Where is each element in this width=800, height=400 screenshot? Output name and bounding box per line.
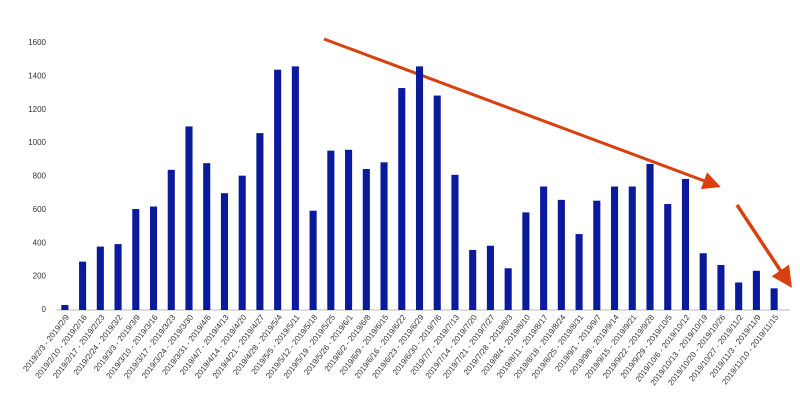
trend-arrows bbox=[323, 37, 792, 288]
y-tick-label: 1000 bbox=[28, 138, 46, 147]
y-tick-label: 1600 bbox=[28, 38, 46, 47]
bar bbox=[398, 88, 406, 311]
y-tick-label: 1200 bbox=[28, 105, 46, 114]
bar bbox=[220, 193, 228, 310]
bar bbox=[61, 304, 69, 310]
bar bbox=[132, 209, 140, 310]
y-tick-label: 600 bbox=[33, 205, 47, 214]
bar bbox=[699, 253, 707, 310]
y-tick-label: 400 bbox=[33, 238, 47, 247]
bar bbox=[345, 149, 353, 310]
y-tick-label: 800 bbox=[33, 172, 47, 181]
bar bbox=[451, 174, 459, 310]
y-tick-label: 1400 bbox=[28, 71, 46, 80]
bar bbox=[735, 282, 743, 310]
y-tick-label: 200 bbox=[33, 272, 47, 281]
bar bbox=[203, 163, 211, 310]
bar bbox=[380, 162, 388, 310]
bar bbox=[362, 168, 370, 310]
bar bbox=[646, 163, 654, 310]
bar bbox=[238, 175, 246, 310]
bar bbox=[433, 95, 441, 310]
bar bbox=[575, 234, 583, 310]
bar bbox=[504, 268, 512, 310]
bar bbox=[593, 200, 601, 310]
bar bbox=[291, 66, 299, 310]
bar bbox=[717, 264, 725, 310]
bar bbox=[486, 245, 494, 310]
bar bbox=[96, 246, 104, 310]
bar bbox=[681, 179, 690, 310]
bar bbox=[149, 206, 158, 310]
bar bbox=[628, 186, 636, 310]
bar bbox=[522, 212, 530, 310]
bar bbox=[256, 133, 264, 310]
bar bbox=[415, 66, 424, 310]
bar bbox=[540, 186, 548, 310]
bar bbox=[185, 126, 193, 310]
bar bbox=[274, 69, 282, 310]
bar bbox=[327, 150, 335, 310]
bar bbox=[167, 169, 175, 310]
trend-arrow bbox=[735, 204, 792, 288]
bar bbox=[611, 186, 619, 310]
bar bbox=[557, 199, 565, 310]
bar bbox=[309, 210, 317, 310]
trend-arrow bbox=[323, 37, 721, 190]
bar bbox=[664, 204, 672, 310]
bar bbox=[469, 249, 477, 310]
bar bbox=[79, 261, 87, 310]
y-tick-label: 0 bbox=[42, 305, 47, 314]
bar bbox=[770, 288, 778, 310]
bar bbox=[752, 270, 760, 310]
bar bbox=[114, 244, 122, 310]
